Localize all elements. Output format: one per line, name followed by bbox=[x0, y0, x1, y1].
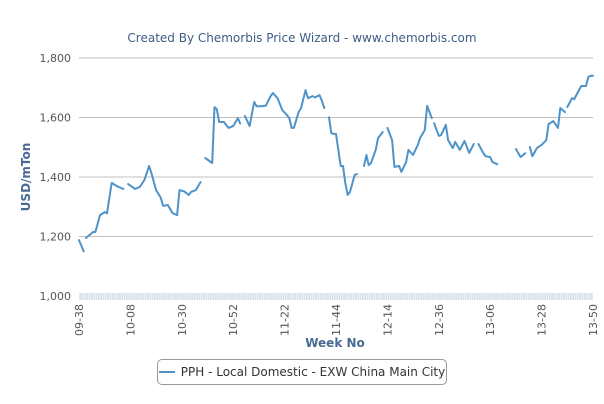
series-line-segment bbox=[243, 89, 326, 129]
series-line-segment bbox=[386, 104, 433, 173]
x-tick-label: 10-30 bbox=[176, 304, 189, 336]
legend-label: PPH - Local Domestic - EXW China Main Ci… bbox=[180, 365, 446, 379]
series-line-segment bbox=[85, 181, 125, 239]
series-line-segment bbox=[566, 74, 594, 109]
legend-swatch bbox=[158, 371, 175, 373]
series-line-segment bbox=[477, 143, 499, 166]
x-tick-label: 12-36 bbox=[433, 304, 446, 336]
x-tick-label: 11-44 bbox=[330, 304, 343, 336]
y-axis-label: USD/mTon bbox=[19, 143, 33, 212]
chart-title: Created By Chemorbis Price Wizard - www.… bbox=[127, 31, 476, 45]
x-tick-label: 13-50 bbox=[587, 304, 600, 336]
series-line-segment bbox=[433, 122, 475, 154]
y-tick-label: 1,200 bbox=[40, 231, 72, 244]
x-tick-label: 13-06 bbox=[484, 304, 497, 336]
legend[interactable]: PPH - Local Domestic - EXW China Main Ci… bbox=[157, 359, 447, 385]
series-line-segment bbox=[127, 165, 202, 217]
x-axis-label: Week No bbox=[305, 336, 365, 350]
series-line-segment bbox=[363, 131, 384, 167]
y-tick-label: 1,000 bbox=[40, 290, 72, 303]
x-tick-label: 13-28 bbox=[536, 304, 549, 336]
x-tick-label: 09-38 bbox=[73, 304, 86, 336]
series-line-segment bbox=[78, 239, 85, 253]
x-tick-label: 10-52 bbox=[227, 304, 240, 336]
series-line-segment bbox=[528, 107, 566, 158]
y-tick-label: 1,800 bbox=[40, 52, 72, 65]
x-tick-label: 12-14 bbox=[381, 304, 394, 336]
x-tick-label: 11-22 bbox=[279, 304, 292, 336]
series-line-segment bbox=[328, 116, 358, 196]
series-line-segment bbox=[514, 148, 527, 159]
y-tick-label: 1,600 bbox=[40, 112, 72, 125]
series-line-segment bbox=[204, 106, 242, 164]
y-tick-label: 1,400 bbox=[40, 171, 72, 184]
x-tick-label: 10-08 bbox=[124, 304, 137, 336]
